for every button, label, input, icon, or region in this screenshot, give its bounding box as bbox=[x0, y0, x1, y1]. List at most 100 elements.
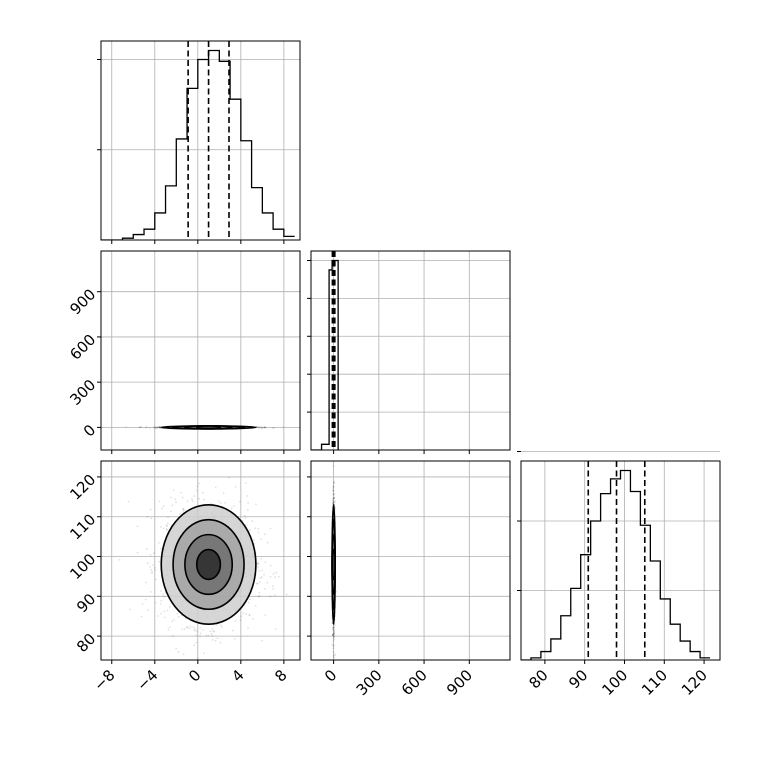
sample-point bbox=[168, 605, 171, 608]
sample-point bbox=[154, 426, 157, 429]
scatter-param-1-vs-param-2: 0 300 600 900 bbox=[66, 250, 301, 454]
sample-point bbox=[333, 632, 335, 634]
sample-point bbox=[285, 593, 288, 596]
sample-point bbox=[140, 615, 143, 618]
sample-point bbox=[257, 426, 260, 429]
sample-point bbox=[156, 426, 159, 429]
sample-point bbox=[332, 490, 335, 492]
x-tick-label: 100 bbox=[598, 666, 631, 699]
sample-point bbox=[248, 614, 251, 617]
sample-point bbox=[332, 499, 334, 502]
sample-point bbox=[333, 500, 335, 503]
sample-point bbox=[160, 612, 163, 615]
y-tick-label: 0 bbox=[80, 421, 99, 440]
sample-point bbox=[157, 615, 159, 617]
x-tick-label: 600 bbox=[398, 666, 431, 699]
sample-point bbox=[219, 502, 222, 504]
sample-point bbox=[332, 644, 335, 647]
sample-point bbox=[163, 610, 166, 613]
sample-point bbox=[158, 500, 161, 503]
sample-point bbox=[193, 644, 196, 647]
sample-point bbox=[332, 644, 335, 647]
sample-point bbox=[154, 569, 157, 572]
sample-point bbox=[260, 426, 263, 429]
sample-point bbox=[332, 626, 335, 629]
sample-point bbox=[163, 595, 166, 598]
sample-point bbox=[333, 654, 335, 656]
sample-point bbox=[127, 500, 130, 503]
histogram-step bbox=[311, 259, 339, 450]
sample-point bbox=[272, 427, 274, 430]
sample-point bbox=[154, 567, 156, 569]
sample-point bbox=[214, 486, 217, 489]
sample-point bbox=[274, 628, 277, 630]
sample-point bbox=[175, 647, 178, 650]
sample-point bbox=[331, 501, 334, 503]
sample-point bbox=[245, 482, 248, 484]
sample-point bbox=[247, 627, 250, 630]
sample-point bbox=[331, 633, 334, 636]
sample-point bbox=[151, 572, 153, 575]
y-tick-label: 110 bbox=[66, 510, 99, 543]
sample-point bbox=[332, 465, 335, 467]
sample-point bbox=[264, 426, 266, 429]
y-tick-label: 80 bbox=[73, 630, 99, 656]
sample-point bbox=[188, 627, 191, 630]
sample-point bbox=[198, 482, 200, 485]
sample-point bbox=[164, 616, 166, 619]
sample-point bbox=[234, 620, 237, 622]
sample-point bbox=[171, 620, 174, 623]
sample-point bbox=[160, 547, 162, 550]
sample-point bbox=[258, 591, 261, 594]
sample-point bbox=[272, 572, 275, 575]
sample-point bbox=[269, 527, 272, 530]
sample-point bbox=[255, 503, 257, 506]
sample-point bbox=[211, 639, 214, 641]
sample-point bbox=[211, 634, 213, 637]
sample-point bbox=[332, 647, 335, 650]
sample-point bbox=[332, 501, 335, 504]
sample-point bbox=[277, 575, 280, 578]
sample-point bbox=[220, 626, 223, 628]
sample-point bbox=[198, 497, 200, 500]
sample-point bbox=[199, 635, 202, 638]
sample-point bbox=[213, 630, 216, 633]
sample-point bbox=[333, 497, 335, 500]
y-tick-label: 100 bbox=[66, 550, 99, 583]
sample-point bbox=[232, 629, 234, 632]
sample-point bbox=[245, 523, 247, 526]
sample-point bbox=[257, 563, 260, 565]
histogram-param-1 bbox=[97, 40, 301, 244]
sample-point bbox=[243, 514, 246, 517]
sample-point bbox=[257, 566, 259, 568]
sample-point bbox=[224, 501, 227, 504]
sample-point bbox=[260, 426, 263, 428]
sample-point bbox=[249, 529, 251, 532]
sample-point bbox=[157, 426, 160, 429]
y-tick-label: 300 bbox=[66, 376, 99, 409]
sample-point bbox=[332, 489, 335, 492]
sample-point bbox=[256, 425, 258, 428]
sample-point bbox=[158, 425, 161, 428]
sample-point bbox=[333, 638, 335, 641]
density-contour bbox=[195, 548, 222, 581]
sample-point bbox=[332, 485, 335, 487]
sample-point bbox=[182, 653, 185, 656]
sample-point bbox=[158, 426, 161, 429]
sample-point bbox=[182, 508, 185, 511]
sample-point bbox=[333, 497, 336, 500]
sample-point bbox=[331, 622, 334, 625]
sample-point bbox=[245, 613, 247, 615]
sample-point bbox=[275, 571, 278, 574]
sample-point bbox=[332, 628, 334, 631]
sample-point bbox=[263, 426, 266, 429]
sample-point bbox=[195, 489, 198, 492]
x-tick-label: 8 bbox=[271, 666, 290, 685]
sample-point bbox=[150, 568, 153, 571]
sample-point bbox=[202, 491, 204, 494]
sample-point bbox=[136, 551, 139, 554]
sample-point bbox=[152, 564, 155, 566]
sample-point bbox=[170, 510, 172, 513]
sample-point bbox=[149, 508, 152, 511]
sample-point bbox=[182, 511, 185, 513]
